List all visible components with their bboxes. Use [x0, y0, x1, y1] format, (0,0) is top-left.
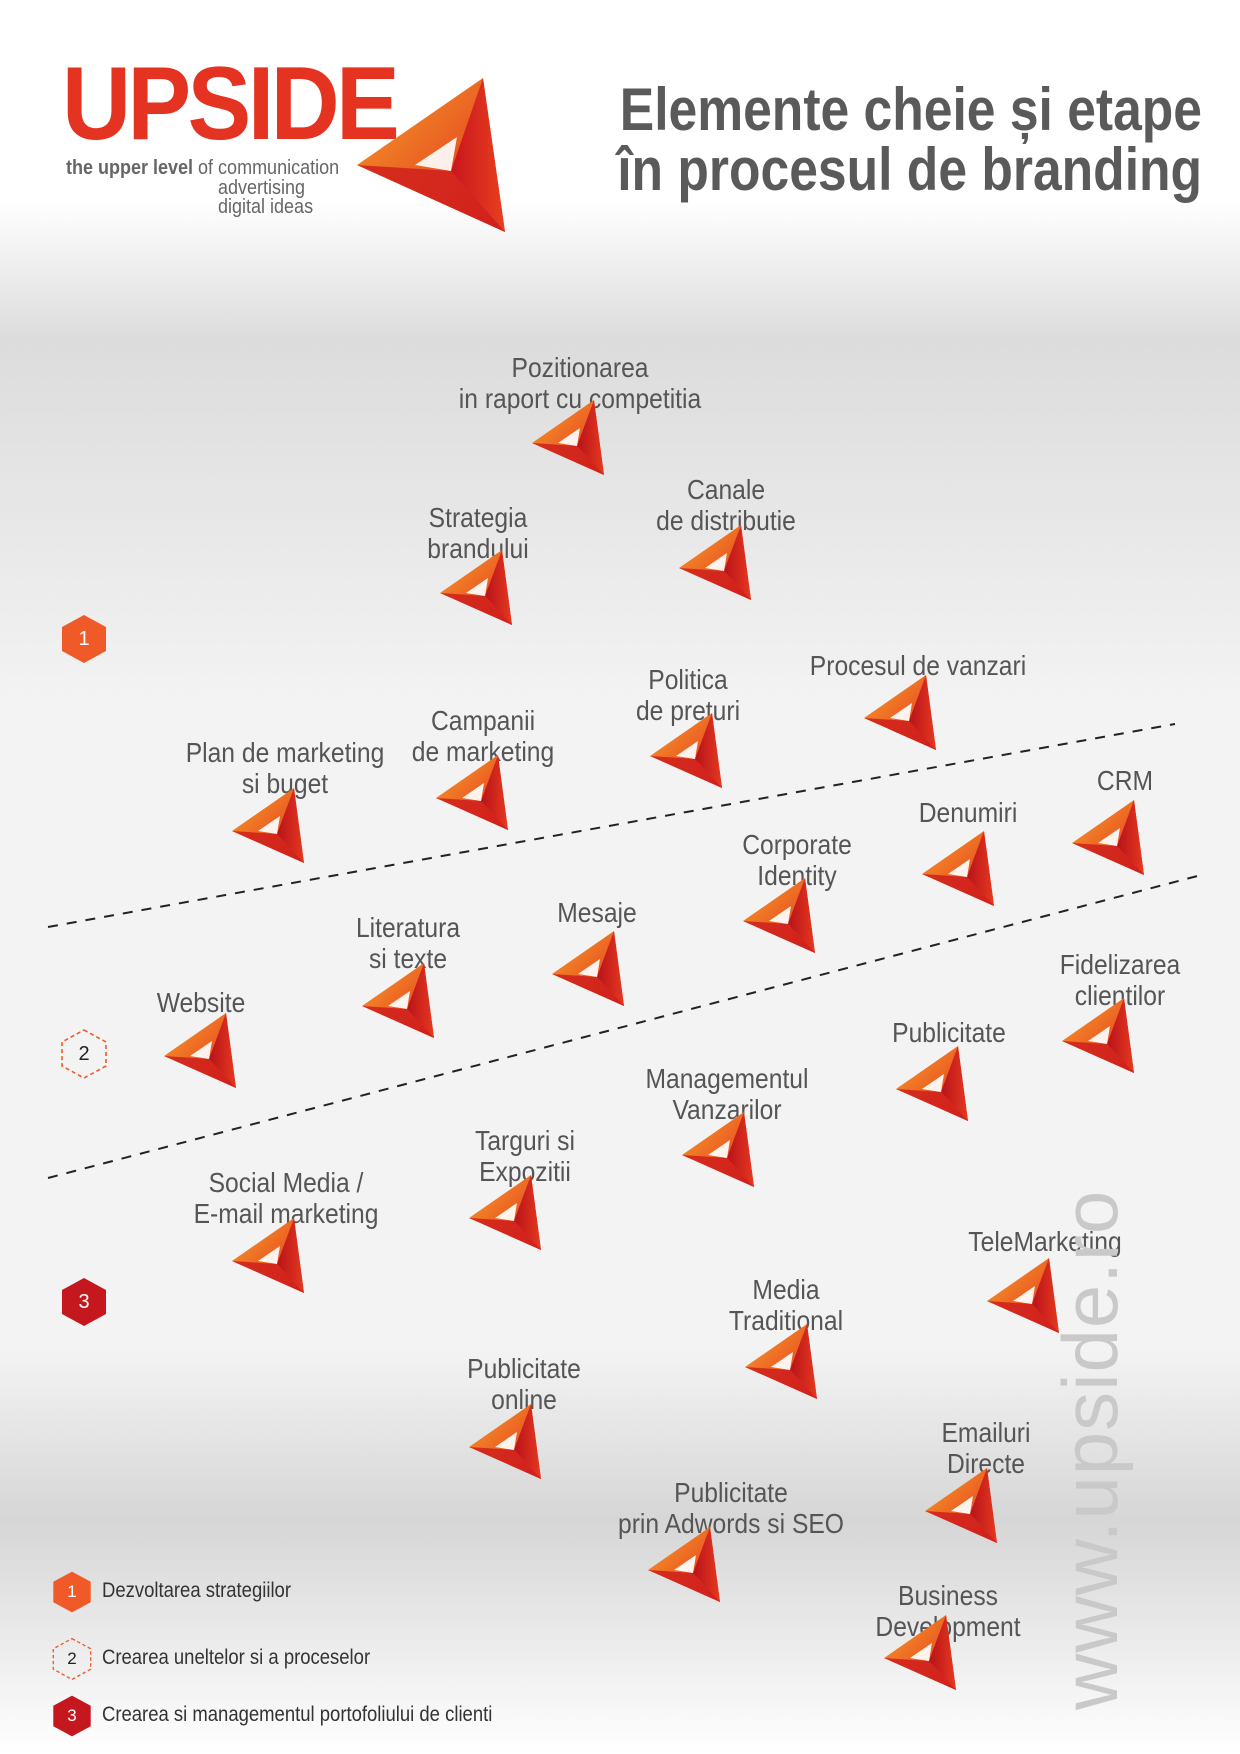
arrow-icon — [677, 522, 757, 602]
arrow-icon — [920, 828, 1000, 908]
stage-number: 1 — [78, 628, 90, 650]
arrow-icon — [923, 1465, 1003, 1545]
arrow-icon — [680, 1109, 760, 1189]
arrow-icon — [646, 1524, 726, 1604]
separator-line-2 — [47, 873, 1206, 1179]
legend-hexagon-icon — [50, 1570, 94, 1614]
arrow-icon — [360, 960, 440, 1040]
node-label: CRM — [1096, 765, 1154, 796]
arrow-icon — [438, 547, 518, 627]
arrow-icon — [434, 752, 514, 832]
arrow-icon — [648, 710, 728, 790]
arrow-icon — [230, 785, 310, 865]
brand-tagline-line2: advertising — [218, 177, 306, 199]
node-label: Politica de preturi — [635, 664, 741, 726]
website-watermark: www.upside.ro — [1046, 1189, 1134, 1710]
node-label: Canale de distributie — [656, 474, 796, 536]
arrow-icon — [467, 1172, 547, 1252]
arrow-icon — [1070, 797, 1150, 877]
node-label: Plan de marketing si buget — [185, 737, 385, 799]
separator-line-1 — [47, 723, 1176, 928]
arrow-icon — [467, 1401, 547, 1481]
arrow-icon — [882, 1612, 962, 1692]
arrow-icon — [530, 397, 610, 477]
arrow-icon — [741, 875, 821, 955]
stage-hexagon-icon — [58, 613, 110, 665]
legend-number: 2 — [67, 1649, 77, 1668]
legend-text: Crearea si managementul portofoliului de… — [102, 1703, 493, 1726]
brand-logo-arrow-icon — [357, 78, 505, 232]
page-title-line1: Elemente cheie și etape — [619, 76, 1202, 143]
legend-hexagon-icon — [50, 1694, 94, 1738]
node-label: Media Traditional — [728, 1274, 844, 1336]
node-label: Managementul Vanzarilor — [645, 1063, 809, 1125]
legend-number: 1 — [67, 1582, 77, 1601]
stage-hexagon-icon — [58, 1276, 110, 1328]
node-label: Strategia brandului — [427, 502, 529, 564]
arrow-icon — [743, 1321, 823, 1401]
legend-text: Dezvoltarea strategiilor — [102, 1579, 291, 1602]
node-label: Social Media / E-mail marketing — [193, 1167, 379, 1229]
node-label: TeleMarketing — [968, 1226, 1122, 1257]
node-label: Denumiri — [918, 797, 1018, 828]
node-label: Campanii de marketing — [411, 705, 555, 767]
page-title-line2: în procesul de branding — [617, 136, 1202, 203]
arrow-icon — [162, 1010, 242, 1090]
brand-tagline-bold: the upper level — [66, 157, 194, 179]
stage-number: 2 — [78, 1043, 90, 1065]
stage-number: 3 — [78, 1291, 90, 1313]
arrow-icon — [230, 1215, 310, 1295]
arrow-icon — [985, 1255, 1065, 1335]
node-label: Business Development — [875, 1580, 1021, 1642]
node-label: Pozitionarea in raport cu competitia — [458, 352, 702, 414]
node-label: Publicitate — [892, 1017, 1006, 1048]
brand-logo-wordmark: UPSIDE — [62, 46, 400, 162]
arrow-icon — [894, 1043, 974, 1123]
arrow-icon — [862, 672, 942, 752]
node-label: Website — [156, 987, 246, 1018]
node-label: Publicitate prin Adwords si SEO — [618, 1477, 844, 1539]
brand-tagline-rest: of communication — [198, 157, 340, 179]
arrow-icon — [1060, 995, 1140, 1075]
brand-tagline-line3: digital ideas — [218, 196, 314, 218]
arrow-icon — [550, 928, 630, 1008]
legend-text: Crearea uneltelor si a proceselor — [102, 1646, 371, 1669]
node-label: Mesaje — [557, 897, 637, 928]
node-label: Publicitate online — [467, 1353, 581, 1415]
legend-number: 3 — [67, 1706, 77, 1725]
brand-tagline: the upper level of communication — [66, 158, 339, 178]
node-label: Procesul de vanzari — [809, 650, 1027, 681]
node-label: Literatura si texte — [355, 912, 461, 974]
